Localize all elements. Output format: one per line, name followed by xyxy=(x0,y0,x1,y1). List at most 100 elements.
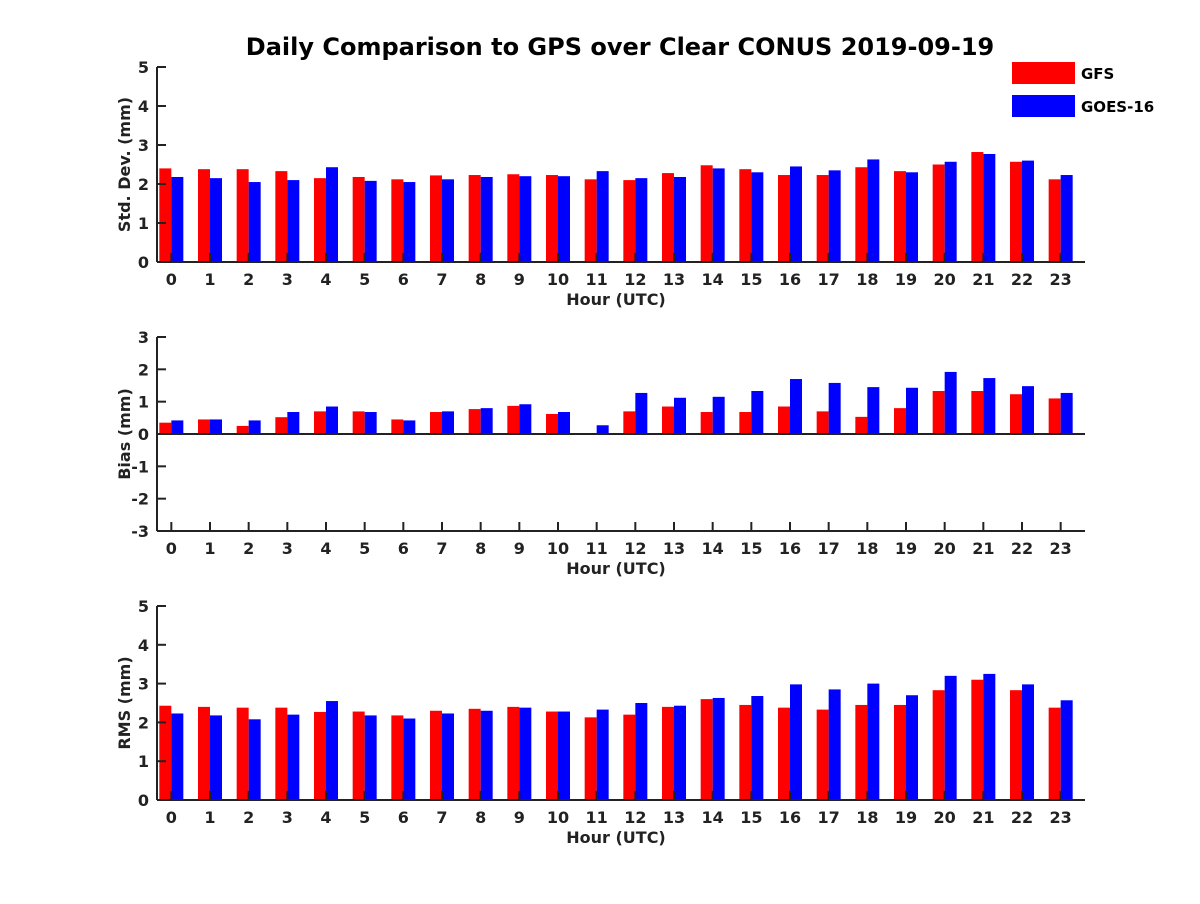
bar-gfs-hour-5 xyxy=(352,411,365,434)
bar-goes16-hour-18 xyxy=(867,159,880,262)
bar-goes16-hour-21 xyxy=(983,153,996,262)
bar-gfs-hour-12 xyxy=(623,180,636,262)
bar-goes16-hour-13 xyxy=(674,176,686,262)
y-tick-label: -3 xyxy=(131,522,149,541)
bar-goes16-hour-17 xyxy=(828,170,841,262)
bar-goes16-hour-7 xyxy=(442,411,454,434)
bar-goes16-hour-2 xyxy=(248,182,261,262)
bar-gfs-hour-6 xyxy=(391,179,404,262)
x-tick-label: 7 xyxy=(436,808,447,827)
legend-swatch-goes16 xyxy=(1012,95,1075,117)
x-tick-label: 2 xyxy=(243,270,254,289)
x-tick-label: 3 xyxy=(282,270,293,289)
bar-goes16-hour-16 xyxy=(790,684,802,800)
x-tick-label: 9 xyxy=(514,808,525,827)
bar-goes16-hour-5 xyxy=(364,715,377,800)
x-tick-label: 16 xyxy=(779,539,801,558)
bar-gfs-hour-3 xyxy=(275,171,288,262)
x-tick-label: 1 xyxy=(204,808,215,827)
y-tick-label: 5 xyxy=(138,597,149,616)
x-tick-label: 1 xyxy=(204,270,215,289)
bar-gfs-hour-1 xyxy=(198,169,210,262)
bar-gfs-hour-19 xyxy=(894,704,906,800)
bar-goes16-hour-0 xyxy=(171,420,184,434)
x-tick-label: 20 xyxy=(934,539,956,558)
bar-goes16-hour-12 xyxy=(635,703,648,800)
bar-goes16-hour-20 xyxy=(944,161,957,262)
bar-gfs-hour-18 xyxy=(855,416,868,434)
bar-gfs-hour-1 xyxy=(198,706,210,800)
x-tick-label: 5 xyxy=(359,539,370,558)
x-tick-label: 17 xyxy=(818,808,840,827)
bar-gfs-hour-5 xyxy=(352,711,365,800)
bar-goes16-hour-8 xyxy=(480,176,493,262)
bar-gfs-hour-4 xyxy=(314,411,326,434)
bar-goes16-hour-3 xyxy=(287,180,300,262)
bar-goes16-hour-1 xyxy=(210,178,222,262)
bar-goes16-hour-17 xyxy=(828,382,841,434)
bar-gfs-hour-16 xyxy=(778,406,790,434)
bar-goes16-hour-6 xyxy=(403,420,416,434)
y-tick-label: 1 xyxy=(138,214,149,233)
bar-gfs-hour-2 xyxy=(236,707,249,800)
bar-goes16-hour-8 xyxy=(480,710,493,800)
bar-gfs-hour-0 xyxy=(159,705,172,800)
x-tick-label: 16 xyxy=(779,808,801,827)
bar-goes16-hour-4 xyxy=(326,701,338,800)
bar-goes16-hour-12 xyxy=(635,392,648,434)
x-tick-label: 0 xyxy=(166,539,177,558)
y-tick-label: 5 xyxy=(138,58,149,77)
bar-gfs-hour-23 xyxy=(1048,707,1061,800)
x-tick-label: 20 xyxy=(934,808,956,827)
y-tick-label: 3 xyxy=(138,136,149,155)
bar-gfs-hour-2 xyxy=(236,425,249,434)
y-tick-label: 2 xyxy=(138,360,149,379)
x-tick-label: 6 xyxy=(398,539,409,558)
bar-gfs-hour-18 xyxy=(855,167,868,262)
legend-swatch-gfs xyxy=(1012,62,1075,84)
x-tick-label: 7 xyxy=(436,539,447,558)
bar-goes16-hour-14 xyxy=(712,396,725,434)
bar-goes16-hour-19 xyxy=(906,172,918,262)
x-tick-label: 22 xyxy=(1011,539,1033,558)
bar-gfs-hour-16 xyxy=(778,175,790,262)
bar-goes16-hour-13 xyxy=(674,705,686,800)
bar-gfs-hour-22 xyxy=(1010,161,1022,262)
bar-gfs-hour-21 xyxy=(971,152,984,262)
bar-goes16-hour-5 xyxy=(364,180,377,262)
bar-gfs-hour-19 xyxy=(894,171,906,262)
x-tick-label: 13 xyxy=(663,539,685,558)
y-axis-label: Bias (mm) xyxy=(115,388,134,480)
legend-label-gfs: GFS xyxy=(1081,65,1114,83)
legend: GFS GOES-16 xyxy=(1012,62,1154,117)
y-tick-label: 0 xyxy=(138,253,149,272)
bar-gfs-hour-12 xyxy=(623,411,636,434)
x-tick-label: 10 xyxy=(547,539,569,558)
x-tick-label: 4 xyxy=(320,270,331,289)
bar-goes16-hour-15 xyxy=(751,390,764,434)
bar-goes16-hour-22 xyxy=(1022,386,1034,434)
y-tick-label: 4 xyxy=(138,97,149,116)
x-tick-label: 12 xyxy=(624,539,646,558)
bar-gfs-hour-17 xyxy=(816,411,829,434)
bar-gfs-hour-10 xyxy=(546,175,558,262)
bar-goes16-hour-0 xyxy=(171,713,184,800)
x-tick-label: 19 xyxy=(895,270,917,289)
bar-goes16-hour-23 xyxy=(1060,392,1073,434)
bar-gfs-hour-18 xyxy=(855,704,868,800)
x-tick-label: 21 xyxy=(972,270,994,289)
x-axis-label: Hour (UTC) xyxy=(566,290,666,309)
bar-goes16-hour-10 xyxy=(558,176,570,262)
x-tick-label: 4 xyxy=(320,808,331,827)
bar-gfs-hour-9 xyxy=(507,174,520,262)
bar-gfs-hour-10 xyxy=(546,413,558,434)
bar-goes16-hour-12 xyxy=(635,178,648,262)
bar-gfs-hour-15 xyxy=(739,412,752,434)
bar-gfs-hour-7 xyxy=(430,710,442,800)
x-tick-label: 11 xyxy=(586,539,608,558)
x-tick-label: 6 xyxy=(398,270,409,289)
bar-gfs-hour-20 xyxy=(932,390,945,434)
x-tick-label: 6 xyxy=(398,808,409,827)
legend-label-goes16: GOES-16 xyxy=(1081,98,1154,116)
